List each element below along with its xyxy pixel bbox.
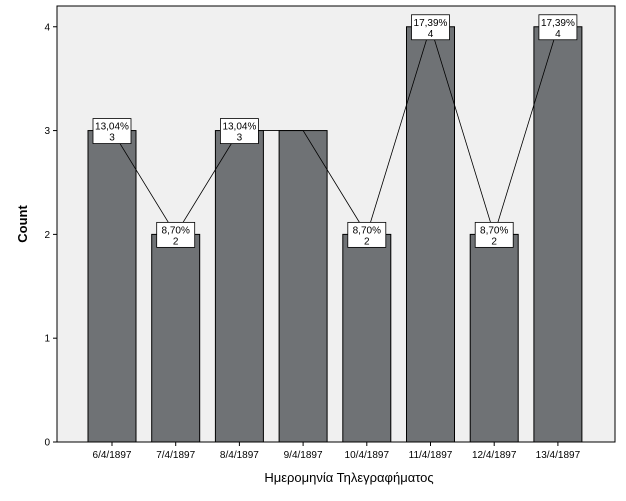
percent-label: 17,39% xyxy=(541,18,575,29)
percent-label: 13,04% xyxy=(222,122,256,133)
value-label: 3 xyxy=(109,133,115,144)
x-tick-label: 13/4/1897 xyxy=(536,450,581,461)
x-tick-label: 11/4/1897 xyxy=(409,450,453,461)
y-tick-label: 3 xyxy=(44,126,50,137)
bar xyxy=(151,233,201,443)
value-label: 3 xyxy=(237,133,243,144)
bar xyxy=(533,26,583,443)
label-box xyxy=(474,221,514,248)
bar xyxy=(469,233,519,443)
value-label: 4 xyxy=(428,29,434,40)
y-tick-label: 0 xyxy=(44,438,50,449)
percent-label: 8,70% xyxy=(162,225,190,236)
connector-line xyxy=(111,25,559,236)
label-box xyxy=(156,221,196,248)
x-axis-title: Ημερομηνία Τηλεγραφήματος xyxy=(264,470,433,485)
x-tick-label: 6/4/1897 xyxy=(93,450,132,461)
bar xyxy=(214,130,264,443)
x-tick-label: 7/4/1897 xyxy=(156,450,195,461)
y-tick-label: 4 xyxy=(44,22,50,33)
bar xyxy=(342,233,392,443)
percent-label: 8,70% xyxy=(353,225,381,236)
label-box xyxy=(347,221,387,248)
x-tick-label: 8/4/1897 xyxy=(220,450,259,461)
label-box xyxy=(411,14,450,41)
label-box xyxy=(92,118,132,144)
x-tick-label: 12/4/1897 xyxy=(472,450,517,461)
x-tick-label: 10/4/1897 xyxy=(345,450,390,461)
value-label: 2 xyxy=(173,236,179,247)
y-tick-label: 1 xyxy=(44,334,50,345)
value-label: 2 xyxy=(491,236,497,247)
bar xyxy=(278,130,328,443)
value-label: 4 xyxy=(555,29,561,40)
bar xyxy=(87,130,137,443)
y-tick-label: 2 xyxy=(44,230,50,241)
percent-label: 13,04% xyxy=(95,122,129,133)
y-axis-title: Count xyxy=(15,205,30,243)
bar xyxy=(406,26,455,443)
percent-label: 17,39% xyxy=(414,18,448,29)
x-tick-label: 9/4/1897 xyxy=(284,450,323,461)
label-box xyxy=(219,118,259,144)
percent-label: 8,70% xyxy=(480,225,508,236)
plot-area xyxy=(56,5,616,443)
label-box xyxy=(538,14,578,41)
value-label: 2 xyxy=(364,236,370,247)
